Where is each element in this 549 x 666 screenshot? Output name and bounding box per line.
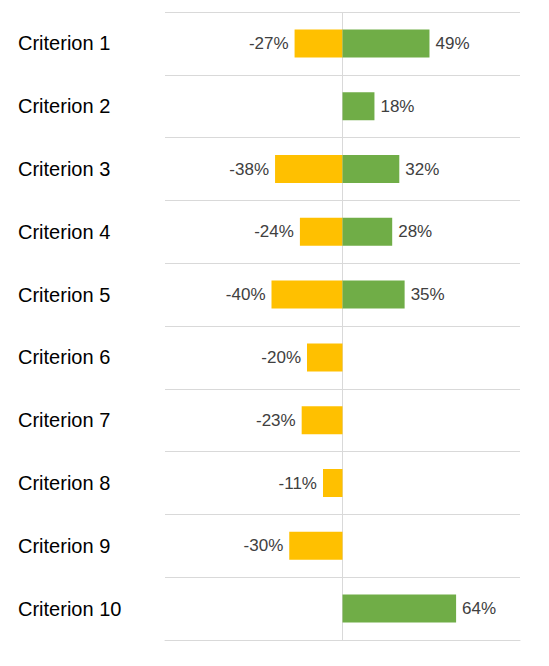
svg-text:-30%: -30% bbox=[244, 536, 284, 555]
svg-text:18%: 18% bbox=[380, 97, 414, 116]
svg-text:Criterion 2: Criterion 2 bbox=[18, 95, 110, 117]
svg-text:Criterion 6: Criterion 6 bbox=[18, 346, 110, 368]
svg-text:Criterion 7: Criterion 7 bbox=[18, 409, 110, 431]
svg-text:28%: 28% bbox=[398, 222, 432, 241]
svg-text:Criterion 3: Criterion 3 bbox=[18, 158, 110, 180]
svg-text:Criterion 1: Criterion 1 bbox=[18, 32, 110, 54]
svg-text:Criterion 9: Criterion 9 bbox=[18, 535, 110, 557]
svg-text:Criterion 8: Criterion 8 bbox=[18, 472, 110, 494]
svg-text:Criterion 4: Criterion 4 bbox=[18, 221, 110, 243]
svg-text:-24%: -24% bbox=[254, 222, 294, 241]
svg-text:49%: 49% bbox=[435, 34, 469, 53]
svg-text:-11%: -11% bbox=[279, 474, 317, 493]
svg-text:Criterion 5: Criterion 5 bbox=[18, 284, 110, 306]
svg-text:Criterion 10: Criterion 10 bbox=[18, 598, 121, 620]
svg-text:35%: 35% bbox=[411, 285, 445, 304]
svg-text:-38%: -38% bbox=[229, 160, 269, 179]
svg-text:-23%: -23% bbox=[256, 411, 296, 430]
svg-text:64%: 64% bbox=[462, 599, 496, 618]
svg-text:-20%: -20% bbox=[261, 348, 301, 367]
svg-text:32%: 32% bbox=[405, 160, 439, 179]
svg-text:-27%: -27% bbox=[249, 34, 289, 53]
svg-text:-40%: -40% bbox=[226, 285, 266, 304]
